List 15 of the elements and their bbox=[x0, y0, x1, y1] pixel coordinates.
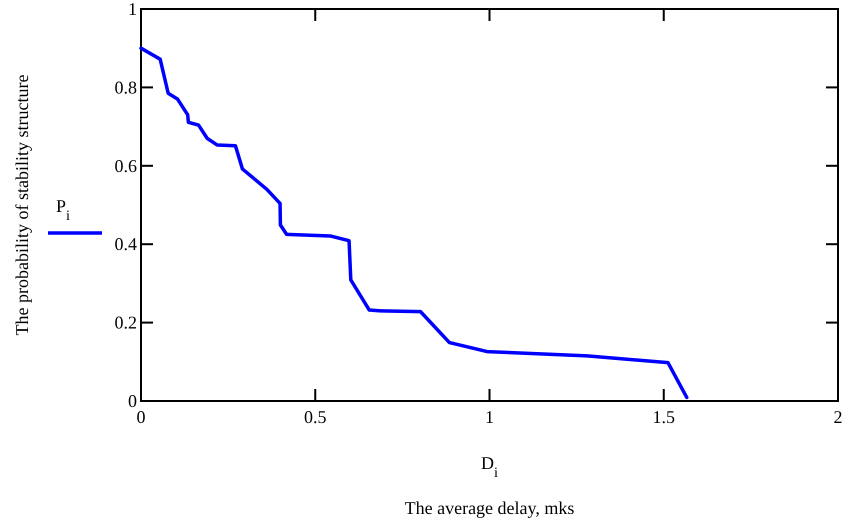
x-axis-title: D$_{i}$ bbox=[481, 453, 498, 481]
y-tick-label: 0 bbox=[128, 391, 137, 411]
y-tick-label: 1 bbox=[128, 0, 137, 19]
x-tick-label: 1 bbox=[485, 407, 494, 427]
y-axis-title: The probability of stability structure bbox=[12, 74, 32, 336]
x-tick-label: 1.5 bbox=[652, 407, 675, 427]
line-series bbox=[139, 46, 688, 400]
y-tick-label: 0.6 bbox=[114, 156, 137, 176]
x-tick-label: 2 bbox=[834, 407, 842, 427]
text: P$_{i}$ bbox=[56, 196, 70, 224]
y-tick-label: 0.8 bbox=[114, 77, 137, 98]
x-tick-label: 0.5 bbox=[304, 407, 326, 427]
y-tick-label: 0.4 bbox=[114, 234, 137, 254]
y-tick-label: 0.2 bbox=[114, 312, 137, 333]
text: The average delay, mks bbox=[404, 498, 574, 518]
